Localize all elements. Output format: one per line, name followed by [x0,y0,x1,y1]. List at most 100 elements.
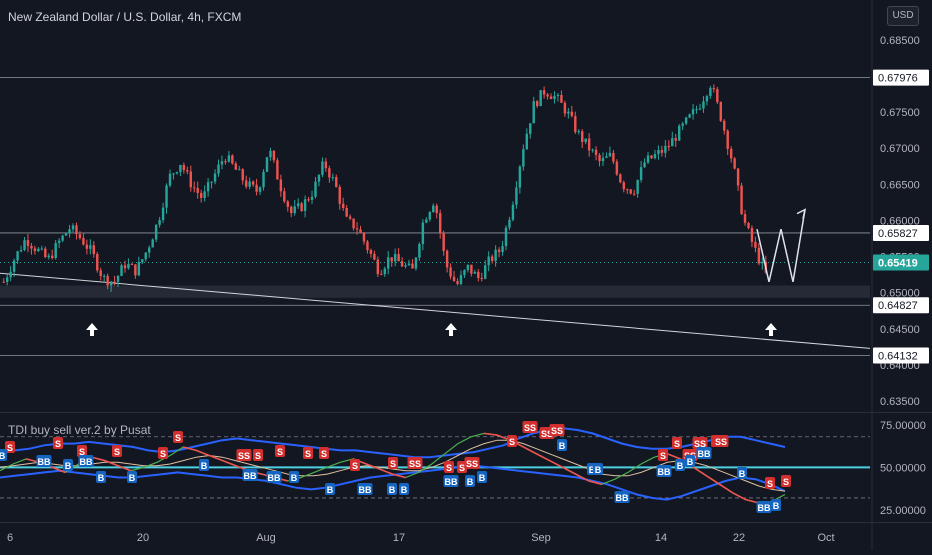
candle-body [217,164,220,174]
buy-signal-badge-label: BB [658,467,671,477]
candle [75,222,78,240]
currency-button[interactable]: USD [887,6,919,26]
sell-signal-badge-label: SS [541,429,553,439]
candle-body [144,252,147,260]
candle [158,216,161,228]
buy-signal-badge: B [399,483,409,495]
candle-body [51,255,54,259]
candle-body [726,130,729,149]
sell-signal-badge-box [713,435,729,447]
rsi-falling-segment [483,432,498,436]
candle-body [605,156,608,158]
up-arrow-shape [765,323,777,336]
candle-body [691,109,695,115]
price-tick-label: 0.64500 [880,324,920,336]
candle-body [574,116,577,133]
candle-body [186,170,189,172]
candle-body [414,257,418,269]
candle-body [563,102,567,114]
candle [2,278,5,283]
candle-body [85,244,89,249]
candle-body [134,264,137,276]
buy-signal-badge-label: BB [244,471,257,481]
candle-body [290,206,293,214]
candle [553,91,556,104]
candle [206,178,210,197]
candle [515,181,518,209]
candle [189,165,193,192]
candle [425,217,428,224]
candle-body [165,185,168,208]
buy-signal-badge-box [63,459,73,471]
candle-body [681,123,684,126]
sell-signal-badge-label: SS [551,426,563,436]
candle [705,94,709,106]
buy-signal-badge-label: B [773,501,780,511]
candle-body [740,185,743,215]
candle-body [272,150,276,161]
candle-body [608,152,612,157]
candle [141,258,144,265]
candle-body [529,123,532,134]
buy-signal-badge-box [593,463,603,475]
rsi-falling-segment [549,459,563,469]
sell-signal-badge-box [672,437,682,449]
sell-signal-badge: S [77,445,87,457]
candle [587,133,591,157]
rsi-falling-segment [182,446,197,452]
candle [743,209,747,226]
sell-signal-badge: S [53,437,63,449]
candle-body [452,276,456,282]
candle-body [338,186,341,204]
candle [102,274,106,283]
buy-signal-badge-label: B [559,441,566,451]
candle [549,93,553,100]
buy-signal-badge: BB [36,455,52,467]
candle [68,224,71,238]
candle-body [324,161,328,169]
candle [279,174,283,197]
candle [712,84,716,93]
candle-body [664,145,667,153]
buy-signal-badge: B [63,459,73,471]
candle [563,100,567,117]
sell-signal-badge: S [173,431,183,443]
sell-signal-badge-box [407,457,423,469]
buy-signal-badge-label: BB [38,457,51,467]
candle [89,239,92,255]
candle [109,280,113,292]
candle [199,189,203,203]
candle-body [303,199,307,211]
sell-signal-badge-label: S [352,461,358,471]
candle [671,131,674,147]
rsi-falling-segment [392,473,406,479]
candle [193,181,196,193]
candle-body [203,191,206,198]
buy-signal-badge-label: B [687,457,694,467]
sell-signal-badge-label: SS [409,459,421,469]
buy-signal-badge-label: B [739,469,746,479]
sell-signal-badge: S [253,449,263,461]
indicator-midline-label-bg [873,459,931,476]
candle-body [442,232,445,251]
buy-signal-badge-box [325,483,335,495]
candle [477,269,480,282]
candle-body [522,149,525,167]
candle-body [636,179,639,194]
candle-body [432,205,435,213]
buy-signal-badge-box [242,469,258,481]
candle-body [64,233,68,236]
candle-body [137,262,141,276]
candle [33,245,37,255]
candle-body [106,275,109,286]
level-label: 0.64827 [878,300,918,312]
trendline [0,272,871,349]
candle-body [61,235,64,241]
buy-signal-badge-box [656,465,672,477]
candle-body [712,87,716,90]
candle-body [255,184,258,192]
candle [632,189,636,196]
sell-signal-badge-label: S [446,463,452,473]
candle-body [639,167,643,180]
buy-signal-badge: BB [78,455,94,467]
